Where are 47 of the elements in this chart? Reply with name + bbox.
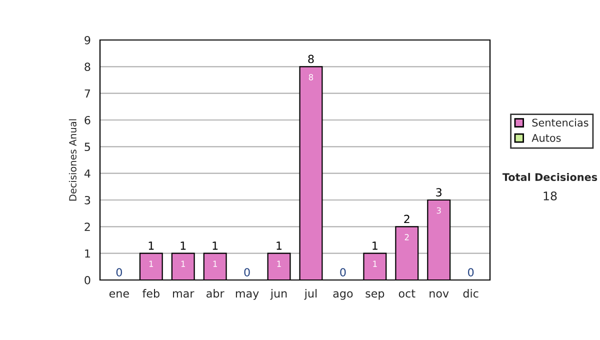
- total-label: 1: [148, 242, 154, 250]
- x-tick-label: mar: [173, 291, 194, 298]
- text: Total Decisiones: [502, 172, 598, 182]
- x-tick-label: ene: [109, 291, 129, 298]
- total-label: 0: [116, 268, 122, 277]
- total-label: 0: [244, 268, 250, 277]
- total-label: 1: [276, 242, 282, 250]
- x-tick-label: jul: [304, 289, 317, 300]
- x-tick-label: nov: [430, 291, 449, 298]
- y-tick-label: 3: [84, 196, 90, 204]
- x-tick-label: dic: [463, 289, 478, 298]
- total-label: 1: [372, 242, 378, 250]
- y-tick-label: 0: [84, 276, 90, 284]
- total-label: 1: [212, 242, 218, 250]
- y-tick-label: 9: [84, 36, 90, 44]
- data-label: 2: [404, 234, 409, 240]
- data-label: 8: [308, 74, 314, 80]
- data-label: 3: [436, 207, 441, 214]
- x-tick-label: oct: [398, 290, 416, 298]
- x-tick-label: abr: [206, 289, 224, 298]
- x-tick-label: may: [236, 291, 259, 300]
- legend-label: Sentencias: [532, 118, 588, 127]
- legend-label: Autos: [532, 134, 561, 142]
- x-tick-label: sep: [366, 291, 384, 300]
- data-label: 1: [213, 260, 217, 267]
- x-tick-label: ago: [333, 291, 353, 300]
- y-tick-label: 8: [84, 62, 90, 72]
- y-tick-label: 4: [84, 169, 90, 178]
- y-tick-label: 5: [84, 142, 90, 152]
- total-label: 0: [468, 268, 474, 277]
- data-label: 1: [373, 260, 377, 267]
- total-label: 8: [308, 54, 314, 64]
- total-label: 2: [404, 214, 410, 224]
- y-axis-title: Decisiones Anual: [68, 119, 76, 201]
- x-tick-label: jun: [270, 289, 287, 300]
- total-label: 3: [436, 188, 442, 197]
- y-tick-label: 6: [84, 116, 90, 124]
- text: 18: [544, 191, 557, 200]
- data-label: 1: [277, 260, 281, 267]
- total-label: 0: [340, 268, 346, 277]
- x-tick-label: feb: [142, 289, 160, 298]
- y-tick-label: 7: [84, 89, 90, 98]
- data-label: 1: [181, 260, 185, 267]
- y-tick-label: 1: [85, 249, 90, 258]
- data-label: 1: [149, 260, 154, 267]
- y-tick-label: 2: [84, 222, 90, 231]
- total-label: 1: [180, 242, 186, 250]
